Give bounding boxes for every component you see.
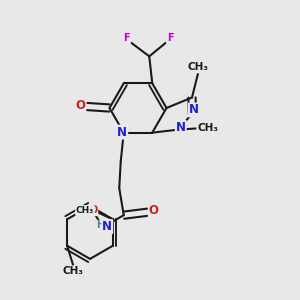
Text: F: F	[123, 33, 130, 43]
Text: O: O	[149, 205, 159, 218]
Text: CH₃: CH₃	[76, 206, 94, 215]
Text: O: O	[75, 99, 85, 112]
Text: H: H	[96, 220, 104, 230]
Text: N: N	[176, 121, 186, 134]
Text: N: N	[117, 126, 127, 139]
Text: O: O	[89, 205, 98, 215]
Text: F: F	[167, 33, 174, 43]
Text: N: N	[102, 220, 112, 233]
Text: CH₃: CH₃	[188, 62, 208, 73]
Text: N: N	[189, 103, 199, 116]
Text: CH₃: CH₃	[63, 266, 84, 276]
Text: CH₃: CH₃	[197, 123, 218, 133]
